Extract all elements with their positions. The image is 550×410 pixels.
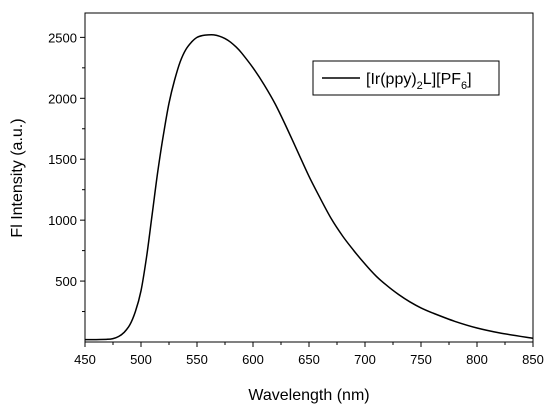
x-tick-label: 650 [298, 352, 320, 367]
x-tick-label: 750 [410, 352, 432, 367]
x-axis-title: Wavelength (nm) [248, 387, 369, 404]
x-tick-label: 800 [466, 352, 488, 367]
x-tick-label: 500 [130, 352, 152, 367]
y-axis: 500 1000 1500 2000 2500 [48, 30, 85, 313]
x-tick-label: 450 [74, 352, 96, 367]
y-tick-label: 1500 [48, 152, 77, 167]
y-tick-label: 1000 [48, 213, 77, 228]
y-axis-title: Fl Intensity (a.u.) [9, 118, 26, 237]
x-tick-label: 550 [186, 352, 208, 367]
legend: [Ir(ppy)2L][PF6] [312, 60, 500, 96]
x-tick-label: 850 [522, 352, 544, 367]
y-tick-label: 2000 [48, 91, 77, 106]
legend-label: [Ir(ppy)2L][PF6] [366, 71, 472, 92]
x-tick-label: 700 [354, 352, 376, 367]
x-axis: 450 500 550 600 650 700 750 800 850 [74, 342, 544, 367]
y-tick-label: 2500 [48, 30, 77, 45]
series-line [85, 34, 534, 341]
y-tick-label: 500 [55, 274, 77, 289]
x-tick-label: 600 [242, 352, 264, 367]
